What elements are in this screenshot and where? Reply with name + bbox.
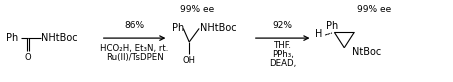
Text: DEAD,: DEAD, [269, 59, 296, 68]
Text: HCO₂H, Et₃N, rt.: HCO₂H, Et₃N, rt. [101, 44, 169, 53]
Text: NHtBoc: NHtBoc [200, 23, 237, 33]
Text: 92%: 92% [273, 21, 293, 30]
Text: NtBoc: NtBoc [352, 47, 381, 57]
Text: H: H [315, 29, 323, 39]
Text: OH: OH [183, 56, 196, 65]
Text: 99% ee: 99% ee [357, 5, 391, 14]
Text: O: O [25, 53, 32, 62]
Text: Ph: Ph [6, 33, 19, 43]
Text: THF.: THF. [274, 41, 292, 50]
Text: Ph: Ph [326, 21, 338, 31]
Text: PPh₃,: PPh₃, [272, 50, 294, 59]
Text: 86%: 86% [125, 21, 145, 30]
Text: NHtBoc: NHtBoc [41, 33, 78, 43]
Text: Ph: Ph [172, 23, 184, 33]
Text: 99% ee: 99% ee [180, 5, 214, 14]
Text: Ru(II)/TsDPEN: Ru(II)/TsDPEN [106, 53, 164, 62]
